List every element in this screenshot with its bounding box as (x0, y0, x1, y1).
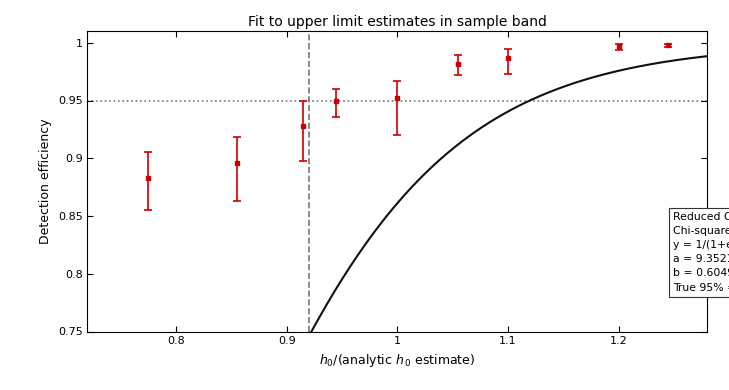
Text: Reduced Chi-square = 0.33821
Chi-square probability = 0.91699
y = 1/(1+exp(-a(x-: Reduced Chi-square = 0.33821 Chi-square … (673, 213, 729, 292)
X-axis label: $h_0$/(analytic $h_{\,0}$ estimate): $h_0$/(analytic $h_{\,0}$ estimate) (319, 352, 475, 369)
Y-axis label: Detection efficiency: Detection efficiency (39, 119, 52, 244)
Title: Fit to upper limit estimates in sample band: Fit to upper limit estimates in sample b… (248, 15, 547, 28)
